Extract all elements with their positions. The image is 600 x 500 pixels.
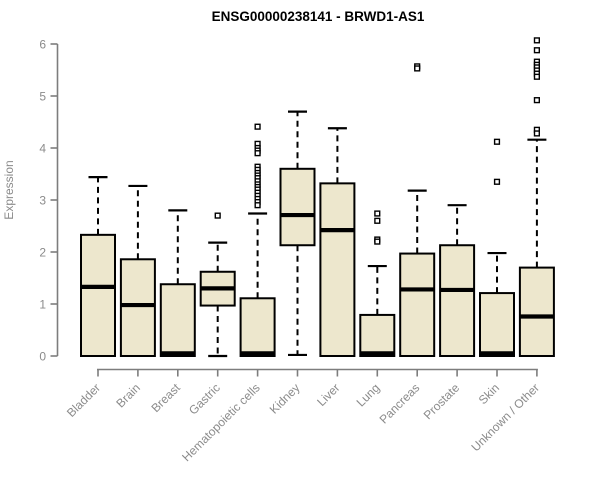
outlier-point <box>214 212 221 219</box>
iqr-box <box>399 252 436 357</box>
x-tick-label-liver: Liver <box>314 381 342 409</box>
y-axis: 0 1 2 3 4 5 6 <box>39 37 59 363</box>
x-tick-label-unknown-other: Unknown / Other <box>468 381 542 455</box>
iqr-box <box>518 266 555 358</box>
y-tick-label: 0 <box>39 349 46 363</box>
outlier-point <box>374 238 381 245</box>
boxplot-liver <box>319 127 356 357</box>
y-tick-label: 6 <box>39 37 46 51</box>
x-tick-label-kidney: Kidney <box>267 381 303 417</box>
y-tick-label: 5 <box>39 89 46 103</box>
outlier-point <box>493 178 501 185</box>
boxplot-lung <box>359 210 396 358</box>
boxplot-unknown-other <box>518 37 555 358</box>
x-tick-label-bladder: Bladder <box>64 381 103 420</box>
x-tick-label-skin: Skin <box>476 381 502 407</box>
iqr-box <box>239 297 276 357</box>
outlier-point <box>533 73 541 80</box>
outlier-point <box>254 123 261 130</box>
y-tick-label: 2 <box>39 245 46 259</box>
outlier-point <box>374 217 381 224</box>
boxplot-bladder <box>80 176 116 357</box>
iqr-box <box>279 167 316 247</box>
y-tick-label: 1 <box>39 297 46 311</box>
outlier-point <box>533 130 541 137</box>
iqr-box <box>119 258 156 357</box>
iqr-box <box>319 182 356 357</box>
x-tick-label-pancreas: Pancreas <box>377 381 423 427</box>
x-tick-label-brain: Brain <box>113 381 143 411</box>
x-tick-label-hematopoietic-cells: Hematopoietic cells <box>179 381 262 464</box>
iqr-box <box>439 244 476 358</box>
outlier-point <box>374 210 381 217</box>
y-axis-label: Expression <box>2 160 16 219</box>
outlier-point <box>533 97 541 104</box>
iqr-box <box>159 283 196 357</box>
boxplot-kidney <box>279 110 316 357</box>
boxplot-breast <box>159 209 196 357</box>
outlier-point <box>533 47 541 54</box>
boxplot-gastric <box>199 212 236 358</box>
x-tick-label-lung: Lung <box>354 381 383 410</box>
boxplot-pancreas <box>399 63 436 357</box>
x-tick-label-prostate: Prostate <box>421 381 463 423</box>
boxplot-brain <box>119 184 156 357</box>
x-tick-label-breast: Breast <box>148 380 183 415</box>
y-tick-label: 4 <box>39 141 46 155</box>
boxplot-hematopoietic-cells <box>239 123 276 357</box>
outlier-point <box>493 138 501 145</box>
iqr-box <box>359 313 396 358</box>
boxplot-series <box>80 37 555 358</box>
iqr-box <box>479 292 515 357</box>
x-tick-label-gastric: Gastric <box>186 381 223 418</box>
outlier-point <box>533 37 541 44</box>
iqr-box <box>80 233 116 357</box>
chart-title: ENSG00000238141 - BRWD1-AS1 <box>212 9 425 24</box>
outlier-point <box>414 65 421 72</box>
outlier-point <box>254 150 261 157</box>
outlier-point <box>254 202 261 209</box>
boxplot-prostate <box>439 204 476 358</box>
boxplot-skin <box>479 138 515 357</box>
y-tick-label: 3 <box>39 193 46 207</box>
